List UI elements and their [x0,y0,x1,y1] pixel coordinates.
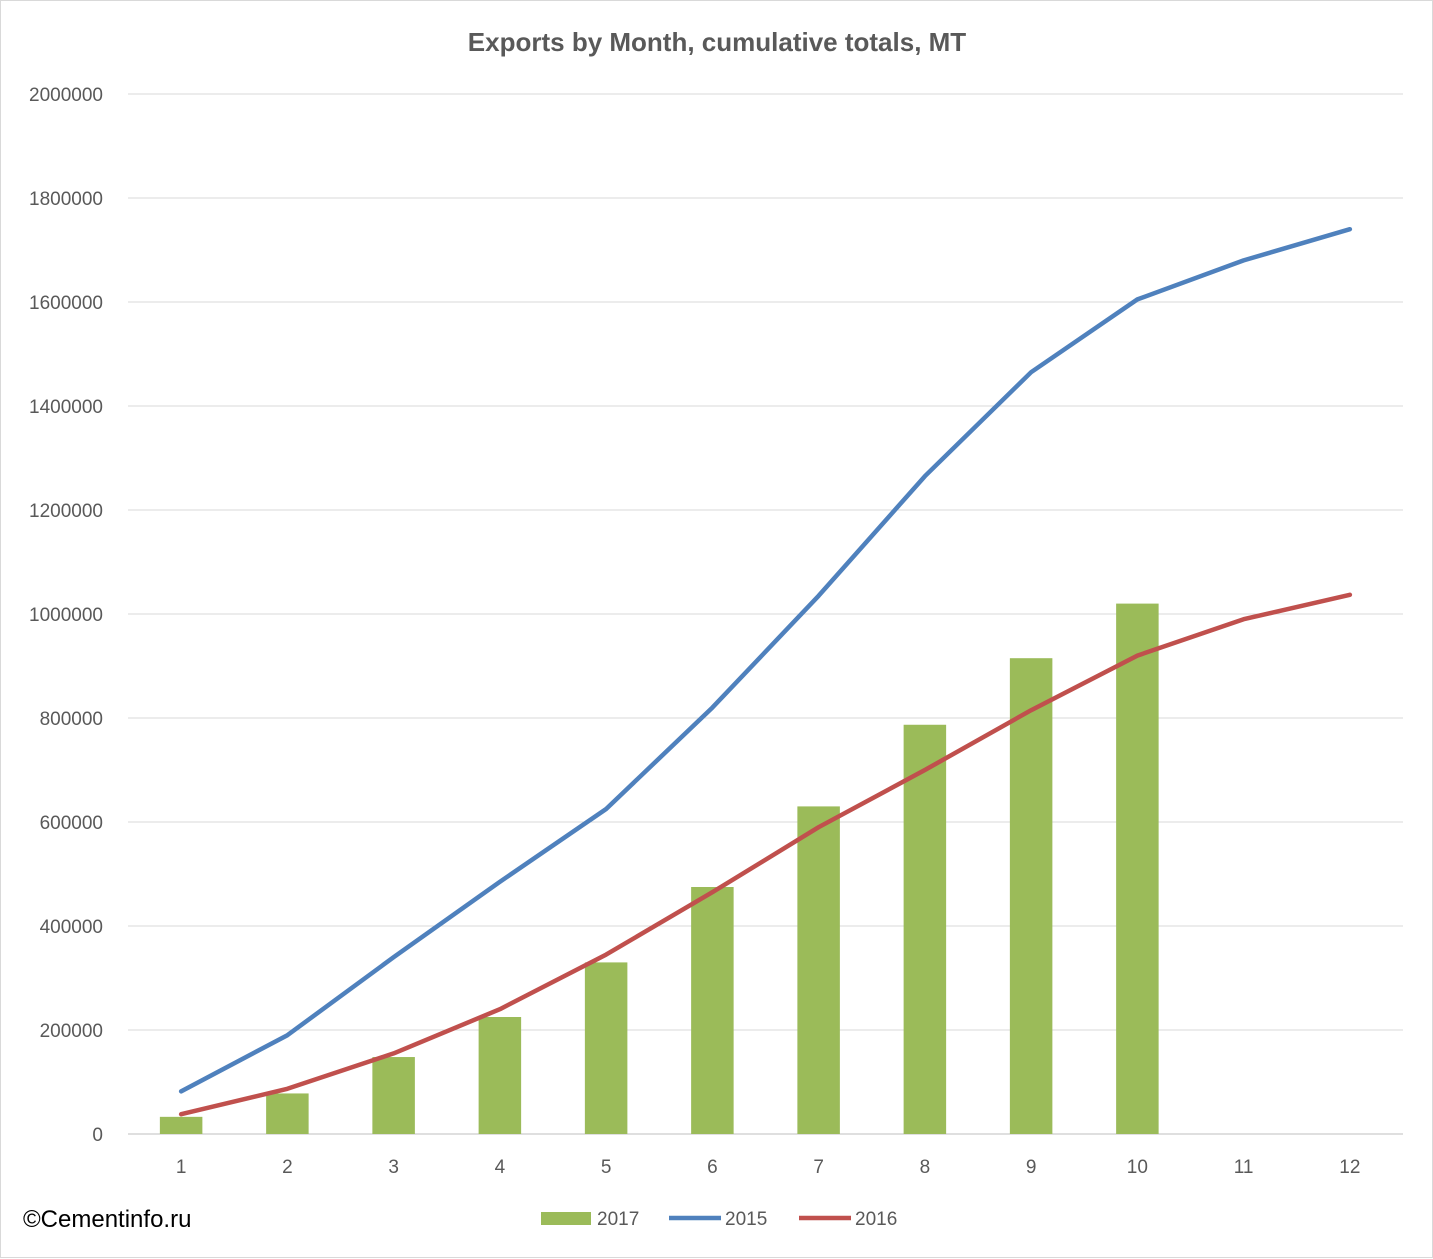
legend: 2017 2015 2016 [541,1209,897,1230]
x-tick-label: 3 [388,1157,399,1178]
y-tick-label: 2000000 [29,85,103,106]
bar-2017-4 [478,1017,522,1134]
y-tick-label: 0 [92,1125,103,1146]
line-2015 [178,226,1353,1094]
y-tick-label: 800000 [40,709,103,730]
x-axis-ticks: 1 2 3 4 5 6 7 8 9 10 11 12 [176,1157,1361,1178]
bar-2017-7 [797,806,840,1134]
gridlines [128,93,1403,1135]
legend-label-2017: 2017 [597,1209,639,1230]
bar-2017-2 [266,1093,309,1134]
x-tick-label: 12 [1339,1157,1360,1178]
bar-2017-6 [691,887,734,1134]
y-tick-label: 1000000 [29,605,103,626]
x-tick-label: 9 [1026,1157,1037,1178]
legend-swatch-2017 [541,1212,591,1225]
bar-2017-1 [159,1116,203,1134]
x-tick-label: 5 [601,1157,612,1178]
x-tick-label: 8 [920,1157,931,1178]
watermark: ©Cementinfo.ru [23,1206,192,1233]
x-tick-label: 6 [707,1157,718,1178]
x-tick-label: 2 [282,1157,293,1178]
chart-title: Exports by Month, cumulative totals, MT [468,27,966,57]
line-2016 [178,592,1353,1117]
bar-2017-10 [1116,603,1159,1134]
y-tick-label: 600000 [40,813,103,834]
y-tick-label: 1600000 [29,293,103,314]
x-tick-label: 10 [1127,1157,1148,1178]
x-tick-label: 7 [813,1157,824,1178]
x-tick-label: 11 [1234,1157,1254,1178]
y-axis-ticks: 0 200000 400000 600000 800000 1000000 1200000 1… [29,85,103,1146]
bar-2017-3 [372,1057,415,1134]
y-tick-label: 400000 [40,917,103,938]
x-tick-label: 4 [495,1157,506,1178]
y-tick-label: 1200000 [29,501,103,522]
bar-2017-5 [584,962,628,1134]
x-tick-label: 1 [176,1157,187,1178]
y-tick-label: 1800000 [29,189,103,210]
legend-label-2015: 2015 [725,1209,767,1230]
y-tick-label: 200000 [40,1021,103,1042]
series-lines [178,226,1353,1117]
bars-2017 [159,603,1159,1134]
bar-2017-8 [903,724,947,1134]
bar-2017-9 [1009,658,1053,1134]
legend-label-2016: 2016 [855,1209,897,1230]
y-tick-label: 1400000 [29,397,103,418]
